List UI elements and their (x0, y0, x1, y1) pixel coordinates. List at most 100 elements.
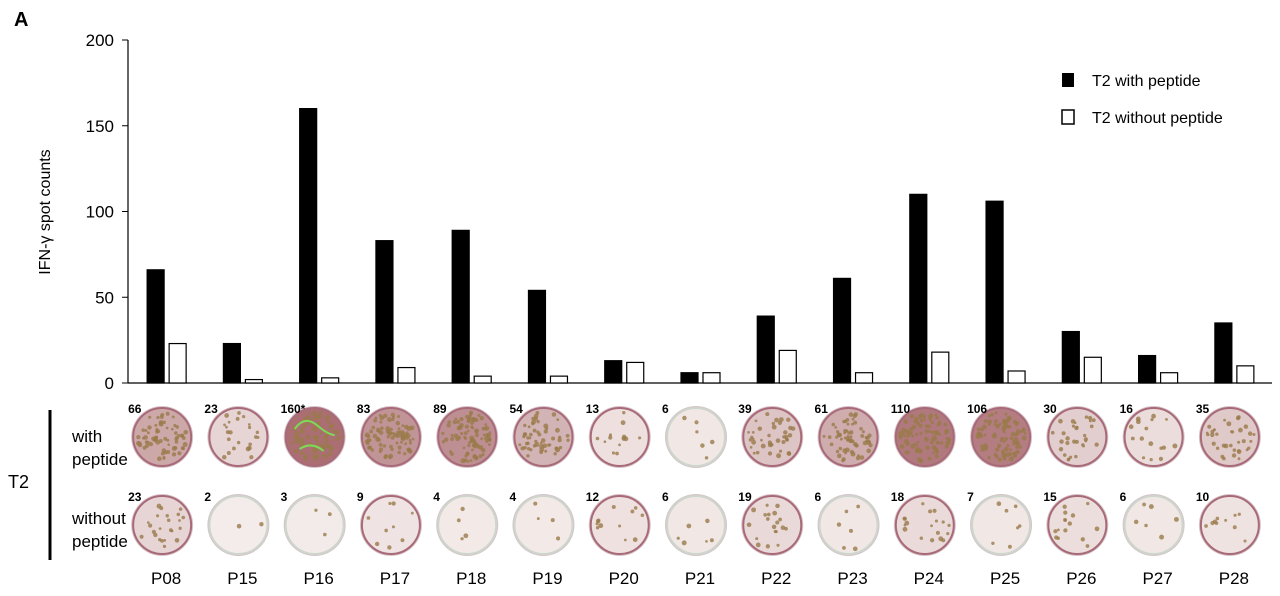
spot (1210, 520, 1215, 526)
spot (1074, 454, 1078, 459)
spot (1007, 544, 1012, 549)
spot (482, 433, 486, 437)
spot (226, 451, 231, 455)
well-count-label: 12 (586, 490, 600, 504)
spot (156, 415, 160, 420)
well-membrane (208, 407, 269, 467)
spot (401, 436, 406, 441)
spot (232, 446, 236, 451)
well-count-label: 4 (433, 490, 440, 504)
spot (328, 425, 332, 429)
well-with-peptide: 61 (815, 402, 880, 468)
spot (1214, 521, 1219, 526)
spot (904, 450, 909, 455)
spot (391, 525, 395, 529)
spot (623, 436, 629, 442)
spot (1151, 413, 1156, 419)
spot (378, 442, 383, 447)
spot (843, 436, 847, 440)
spot (1236, 415, 1241, 420)
spot (704, 456, 709, 460)
well-membrane (513, 495, 574, 555)
spot (315, 453, 320, 458)
spot (775, 438, 781, 443)
spot (867, 440, 871, 444)
spot (536, 419, 540, 424)
bar-without-peptide (168, 342, 187, 384)
spot (470, 420, 475, 426)
spot (1088, 419, 1092, 423)
spot (158, 439, 163, 444)
spot (902, 526, 908, 532)
spot (299, 442, 304, 448)
spot (754, 419, 758, 423)
spot (929, 538, 935, 543)
spot (603, 440, 607, 444)
spot (165, 411, 170, 416)
spot (755, 542, 761, 548)
spot (906, 433, 911, 438)
spot (694, 420, 699, 425)
spot (528, 432, 533, 437)
well-count-label: 9 (357, 490, 364, 504)
spot (1142, 502, 1146, 507)
spot (460, 458, 466, 464)
bar-with-peptide (146, 269, 165, 384)
spot (153, 532, 158, 538)
spot (456, 419, 460, 424)
spot (460, 506, 465, 512)
spot (1135, 419, 1141, 425)
spot (919, 419, 924, 423)
spot (784, 434, 789, 440)
spot (395, 420, 401, 426)
well-without-peptide: 6 (815, 490, 880, 556)
spot (983, 419, 988, 424)
spot (913, 442, 918, 447)
spot (1249, 439, 1253, 443)
spot (144, 429, 148, 433)
spot (1237, 440, 1241, 444)
bar-without-peptide (1083, 356, 1102, 384)
spot (980, 447, 986, 452)
spot (846, 435, 850, 439)
spot (556, 536, 561, 541)
spot (935, 530, 940, 535)
spot (997, 443, 1002, 448)
spot (1069, 455, 1073, 459)
spot (365, 440, 370, 446)
spot (1210, 432, 1215, 438)
spot (410, 511, 414, 515)
spot (384, 528, 388, 533)
well-without-peptide: 3 (281, 490, 346, 556)
spot (478, 454, 483, 458)
spot (156, 514, 160, 518)
well-with-peptide: 16 (1120, 402, 1185, 468)
spot (904, 420, 908, 425)
spot (146, 431, 150, 435)
spot (303, 455, 309, 461)
spot (477, 413, 481, 417)
spot (831, 422, 836, 427)
spot (139, 534, 144, 539)
spot (1053, 529, 1058, 534)
spot (366, 516, 371, 520)
spot (928, 429, 932, 433)
well-count-label: 39 (738, 402, 752, 416)
spot (158, 420, 164, 425)
spot (379, 420, 383, 424)
category-label: P23 (837, 569, 867, 588)
spot (174, 537, 180, 543)
category-label: P28 (1219, 569, 1249, 588)
well-count-label: 83 (357, 402, 371, 416)
spot (945, 429, 948, 433)
spot (777, 420, 783, 425)
well-count-label: 2 (204, 490, 211, 504)
spot (544, 449, 548, 453)
spot (1080, 537, 1085, 542)
spot (786, 417, 791, 422)
spot (322, 453, 326, 457)
spot (976, 431, 982, 437)
spot (555, 447, 561, 453)
spot (237, 411, 241, 415)
spot (484, 425, 490, 431)
